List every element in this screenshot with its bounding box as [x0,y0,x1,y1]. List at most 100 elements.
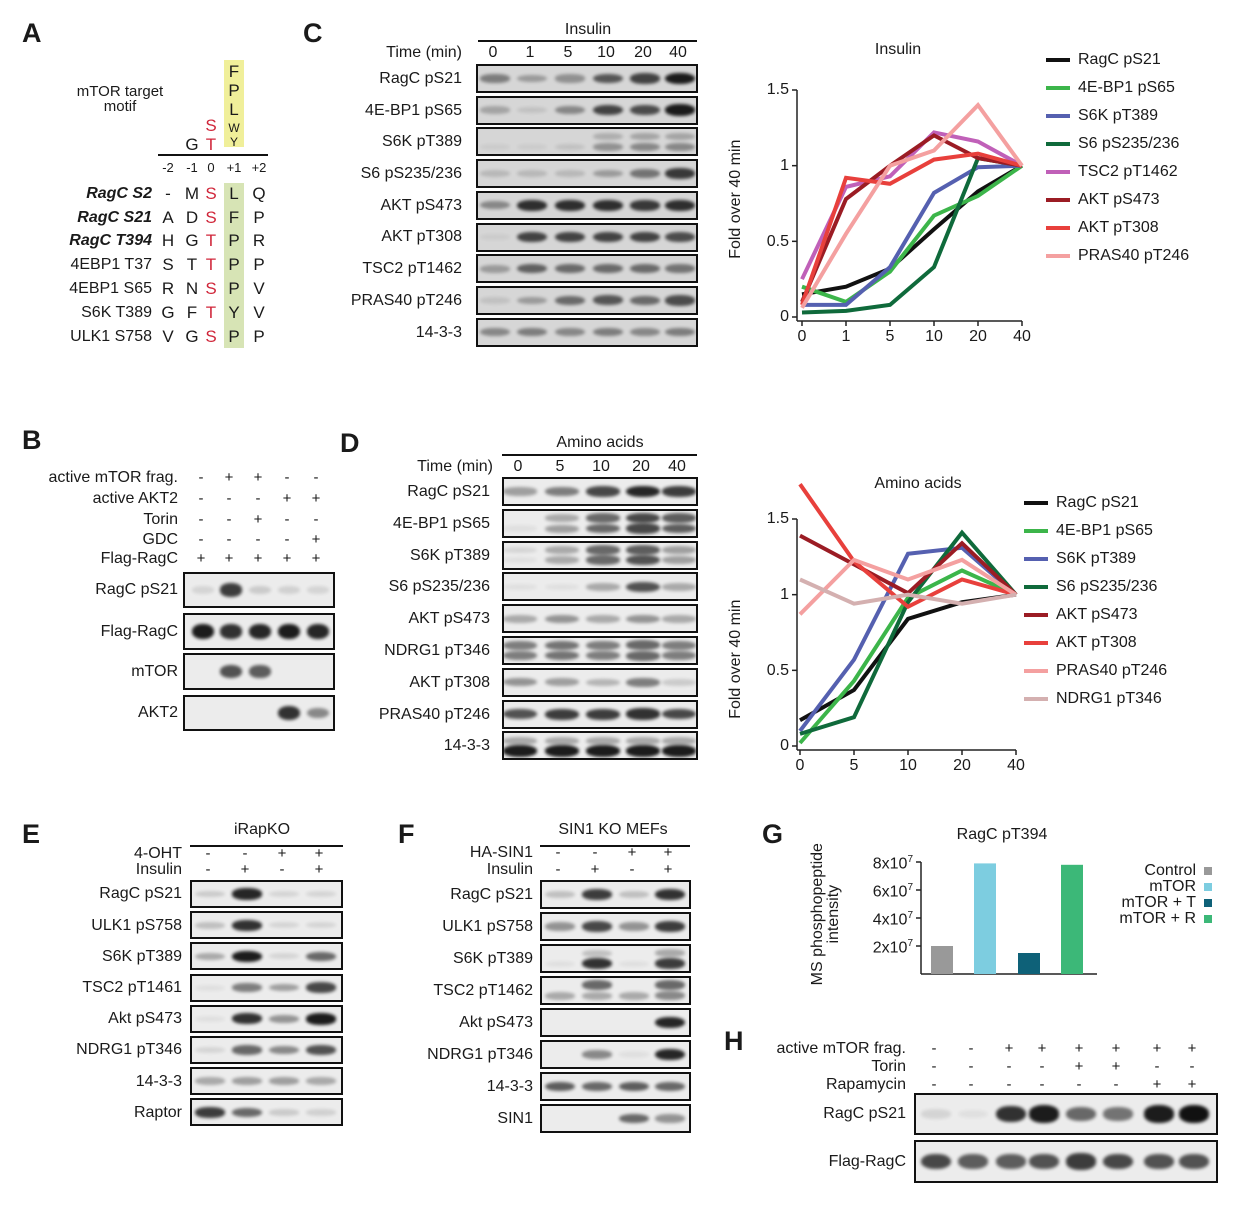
protein-band [664,142,696,152]
panel-label-h: H [724,1025,744,1056]
residue: S [205,207,217,227]
blot-label: 14-3-3 [135,1072,182,1090]
condition-sign: - [1039,1076,1045,1093]
protein-band [581,991,613,1000]
blot-label: RagC pS21 [407,482,490,500]
protein-band [629,295,661,306]
residue: S [205,326,217,346]
western-blot-strip [502,731,698,761]
condition-sign: + [314,861,324,878]
protein-band [504,708,538,720]
blot-label: SIN1 [497,1109,533,1127]
condition-label: Insulin [135,861,182,879]
blot-label: ULK1 pS758 [442,917,533,935]
protein-band [544,651,580,661]
panel-label-e: E [22,818,41,849]
residue: P [228,278,240,298]
protein-band [268,890,300,898]
protein-band [194,921,226,929]
panel-label-g: G [762,818,784,849]
protein-band [479,327,511,337]
time-axis-label: Time (min) [417,458,493,476]
protein-band [268,983,300,992]
protein-band [544,556,580,565]
western-blot-strip [914,1140,1218,1183]
y-tick-label: 6x107 [873,882,913,902]
residue: M [184,183,200,203]
residue: R [161,278,175,298]
blot-label: Flag-RagC [828,1152,906,1170]
condition-sign: - [226,531,232,548]
western-blot-strip [914,1093,1218,1135]
protein-band [625,640,661,651]
protein-band [592,104,624,116]
protein-band [268,1014,300,1023]
condition-sign: - [1039,1058,1045,1075]
panel-label-b: B [22,424,42,455]
protein-band [592,231,624,243]
protein-band [504,546,538,554]
protein-band [585,708,621,720]
protein-band [306,624,330,639]
condition-sign: - [555,861,561,878]
western-blot-strip [183,653,335,690]
protein-band [661,640,696,650]
protein-band [581,1081,613,1092]
western-blot-strip [540,912,691,941]
position-label: +1 [226,160,242,176]
position-label: 0 [207,160,215,176]
protein-band [625,512,661,524]
protein-band [654,1114,686,1123]
x-tick-label: 10 [899,757,917,775]
condition-sign: - [226,511,232,528]
residue: T [205,230,217,250]
motif-plus1-residue: Y [229,134,239,149]
protein-band [504,640,538,650]
residue: V [253,278,265,298]
position-label: -1 [186,160,198,176]
protein-band [516,231,548,243]
condition-sign: + [253,469,263,486]
western-blot-strip [502,477,698,506]
legend-label: RagC pS21 [1056,494,1139,512]
blot-label: AKT pT308 [381,228,462,246]
western-blot-strip [502,508,698,538]
western-blot-strip [540,880,691,909]
y-tick-label: 0.5 [766,232,789,250]
blot-label: 4E-BP1 pS65 [393,514,490,532]
bar-mtor-r [1061,864,1083,974]
residue: G [161,302,175,322]
x-tick-label: 40 [1013,328,1031,346]
site-name: RagC T394 [69,232,152,250]
legend-label: PRAS40 pT246 [1056,662,1168,680]
tick-exponent: 7 [907,854,913,866]
protein-band [479,264,511,273]
motif-highlight [224,60,244,147]
residue: N [185,278,199,298]
bar-mtor [974,863,996,974]
time-axis-label: Time (min) [386,44,462,62]
x-tick-label: 40 [1007,757,1025,775]
condition-sign: - [198,511,204,528]
western-blot-strip [476,285,698,315]
protein-band [554,295,586,306]
protein-band [625,581,661,593]
protein-band [516,327,548,337]
condition-label: active AKT2 [92,490,178,508]
protein-band [629,73,661,84]
protein-band [654,1016,686,1029]
protein-band [592,143,624,152]
protein-band [554,106,586,115]
blot-label: AKT pS473 [408,610,490,628]
motif-minus1-residue: G [185,134,199,154]
protein-band [1143,1153,1175,1170]
western-blot-strip [540,1008,691,1037]
blot-label: Raptor [133,1103,182,1121]
site-name: 4EBP1 T37 [70,256,152,274]
protein-band [231,1045,263,1055]
protein-band [219,664,243,679]
legend-label: AKT pT308 [1056,634,1137,652]
protein-band [191,623,215,640]
blot-label: 14-3-3 [415,323,462,341]
protein-band [231,983,263,992]
